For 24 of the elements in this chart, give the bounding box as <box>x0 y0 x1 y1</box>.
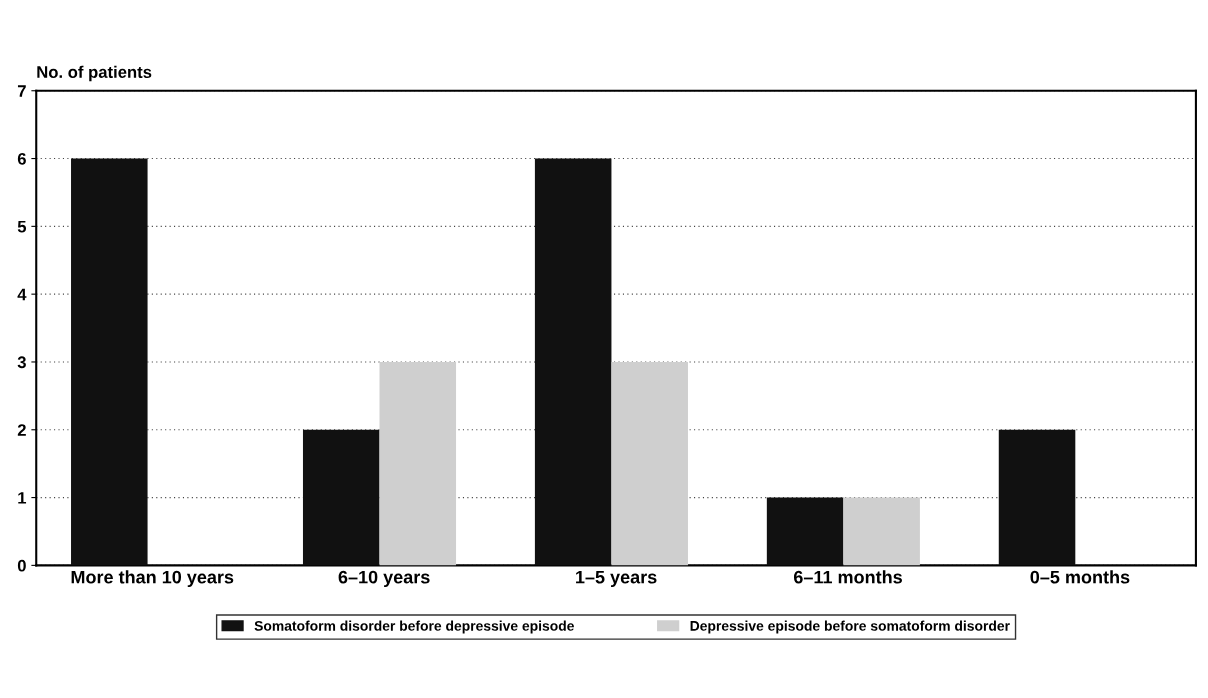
y-tick-label: 6 <box>17 152 26 165</box>
bar <box>611 361 688 566</box>
x-tick-label: 6–11 months <box>793 570 902 584</box>
bar <box>998 429 1076 566</box>
bar <box>71 158 148 566</box>
y-tick-label: 7 <box>17 85 26 97</box>
y-axis-title: No. of patients <box>37 65 152 82</box>
bar <box>843 497 920 566</box>
y-tick-label: 3 <box>17 356 26 369</box>
x-tick-label: 1–5 years <box>576 570 657 588</box>
y-tick-label: 4 <box>17 288 27 301</box>
y-tick-label: 5 <box>17 220 27 233</box>
x-tick-label: 6–10 years <box>338 570 430 588</box>
bar <box>534 158 612 566</box>
bar <box>379 361 457 566</box>
y-tick-label: 2 <box>17 424 26 436</box>
y-tick-label: 0 <box>17 559 26 572</box>
y-tick-label: 1 <box>18 492 27 504</box>
x-tick-label: More than 10 years <box>71 570 234 588</box>
legend-label: Somatoform disorder before depressive episode <box>254 620 574 634</box>
x-tick-label: 0–5 months <box>1030 570 1130 584</box>
bar <box>766 497 844 566</box>
bar <box>302 429 380 566</box>
legend-label: Depressive episode before somatoform disorder <box>690 620 1010 634</box>
